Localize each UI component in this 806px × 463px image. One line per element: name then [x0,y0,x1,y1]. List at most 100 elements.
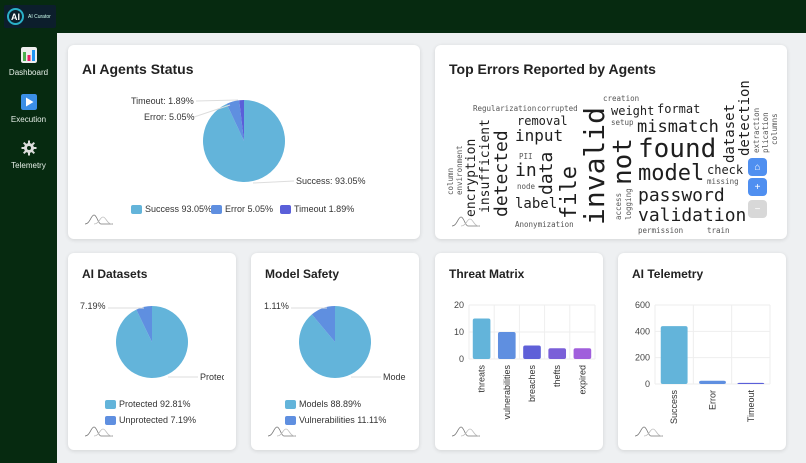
word-cloud-word[interactable]: dataset [722,103,738,163]
word-cloud-word[interactable]: password [638,185,725,206]
word-cloud-word[interactable]: column [446,167,455,195]
sidebar-item-dashboard[interactable]: Dashboard [0,47,57,77]
sidebar-item-telemetry[interactable]: Telemetry [0,140,57,170]
word-cloud-word[interactable]: train [707,226,730,235]
sidebar-item-label: Execution [10,115,47,124]
word-cloud-word[interactable]: node [517,182,536,191]
x-tick-label: threats [477,365,487,393]
bar-threats[interactable] [472,318,491,360]
x-tick-label: breaches [527,365,537,403]
bar-expired[interactable] [573,348,592,359]
agents-status-card: AI Agents Status Timeout: 1.89% Error: 5… [68,45,420,239]
word-cloud-word[interactable]: not [608,138,638,185]
bar-Success[interactable] [660,326,688,384]
legend-models[interactable]: Models 88.89% [285,399,361,409]
word-cloud-word[interactable]: file [557,166,582,219]
word-cloud-word[interactable]: invalid [578,106,611,225]
word-cloud-word[interactable]: environment [455,145,464,195]
chart-toolbox-icon[interactable] [451,426,480,437]
word-cloud-word[interactable]: creation [603,94,640,103]
x-tick-label: Success [669,390,679,425]
bar-vulnerabilities[interactable] [497,332,516,359]
chart-toolbox-icon[interactable] [634,426,663,437]
chart-toolbox-icon[interactable] [267,426,296,437]
pie-label-vulnerabilities: 1.11% [264,301,289,311]
zoom-out-button[interactable]: − [748,200,767,218]
word-cloud-word[interactable]: detected [491,130,512,217]
play-icon [20,94,37,110]
bar-Timeout[interactable] [737,382,765,384]
pie-slice-error[interactable] [226,100,244,141]
chart-toolbox-icon[interactable] [84,426,113,437]
bar-Error[interactable] [699,380,726,384]
home-icon: ⌂ [754,161,761,173]
word-cloud-word[interactable]: data [536,151,557,195]
pie-slice-unprotected[interactable] [136,306,152,342]
card-title: Model Safety [265,267,340,281]
logo[interactable]: AI AI Curator [4,5,56,28]
word-cloud-word[interactable]: columns [770,113,779,145]
bar-thefts[interactable] [548,348,567,359]
chart-toolbox-icon[interactable] [84,214,113,225]
word-cloud-word[interactable]: corrupted [537,104,578,113]
zoom-in-button[interactable]: + [748,178,767,196]
card-title: AI Agents Status [82,61,194,77]
sidebar-item-label: Dashboard [8,68,49,77]
pie-slice-protected[interactable] [116,306,189,378]
word-cloud-word[interactable]: setup [611,118,634,127]
x-tick-label: thefts [552,365,562,388]
chart-toolbox-icon[interactable] [451,216,480,227]
zoom-home-button[interactable]: ⌂ [748,158,767,176]
word-cloud-word[interactable]: extraction [752,107,761,153]
word-cloud-word[interactable]: encryption [464,138,479,217]
card-title: Threat Matrix [449,267,525,281]
legend-timeout[interactable]: Timeout 1.89% [280,204,354,214]
x-tick-label: Error [708,390,718,410]
y-tick-label: 600 [635,300,650,310]
word-cloud-word[interactable]: format [657,102,701,116]
y-tick-label: 10 [454,327,464,337]
word-cloud-word[interactable]: in [515,160,537,181]
word-cloud-word[interactable]: input [515,126,564,145]
word-cloud-word[interactable]: plication [761,112,770,153]
word-cloud-word[interactable]: permission [638,226,684,235]
pie-slice-success[interactable] [203,100,286,182]
minus-icon: − [754,203,761,215]
word-cloud-word[interactable]: logging [624,188,633,220]
x-tick-label: Timeout [746,390,756,423]
word-cloud-word[interactable]: model [638,161,705,186]
pie-slice-vulnerabilities[interactable] [311,306,335,342]
word-cloud-word[interactable]: detection [737,80,753,156]
plus-icon: + [754,181,761,193]
telemetry-chart: 0 200 400 600 Success Error Timeout [634,300,771,437]
word-cloud-word[interactable]: found [638,134,717,164]
logo-mark: AI [7,8,24,25]
brand-name: AI Curator [28,13,51,20]
bar-breaches[interactable] [523,345,541,360]
pie-slice-timeout[interactable] [239,100,244,141]
word-cloud-word[interactable]: check [707,163,744,177]
legend-protected[interactable]: Protected 92.81% [105,399,191,409]
word-cloud-word[interactable]: removal [517,114,568,128]
pie-label-timeout: Timeout: 1.89% [131,96,194,106]
legend-error[interactable]: Error 5.05% [211,204,273,214]
word-cloud-word[interactable]: missing [707,177,739,186]
legend-vulnerabilities[interactable]: Vulnerabilities 11.11% [285,415,386,425]
word-cloud-word[interactable]: mismatch [637,117,719,137]
y-tick-label: 400 [635,326,650,336]
card-title: AI Telemetry [632,267,704,281]
word-cloud-word[interactable]: insufficient [478,119,493,213]
word-cloud-word[interactable]: PII [519,152,533,161]
sidebar-item-execution[interactable]: Execution [0,94,57,124]
pie-label-protected: Protec [200,372,224,382]
word-cloud-word[interactable]: validation [638,205,747,226]
word-cloud-word[interactable]: weight [611,104,655,118]
word-cloud-word[interactable]: label [515,196,558,212]
legend-unprotected[interactable]: Unprotected 7.19% [105,415,196,425]
word-cloud-word[interactable]: Anonymization [515,220,574,229]
word-cloud-word[interactable]: access [614,192,623,220]
sidebar: Dashboard Execution Telemetry [0,33,57,463]
telemetry-card: AI Telemetry 0 200 400 600 Success Error Timeo… [618,253,786,450]
legend-success[interactable]: Success 93.05% [131,204,212,214]
word-cloud-word[interactable]: Regularization [473,104,537,113]
